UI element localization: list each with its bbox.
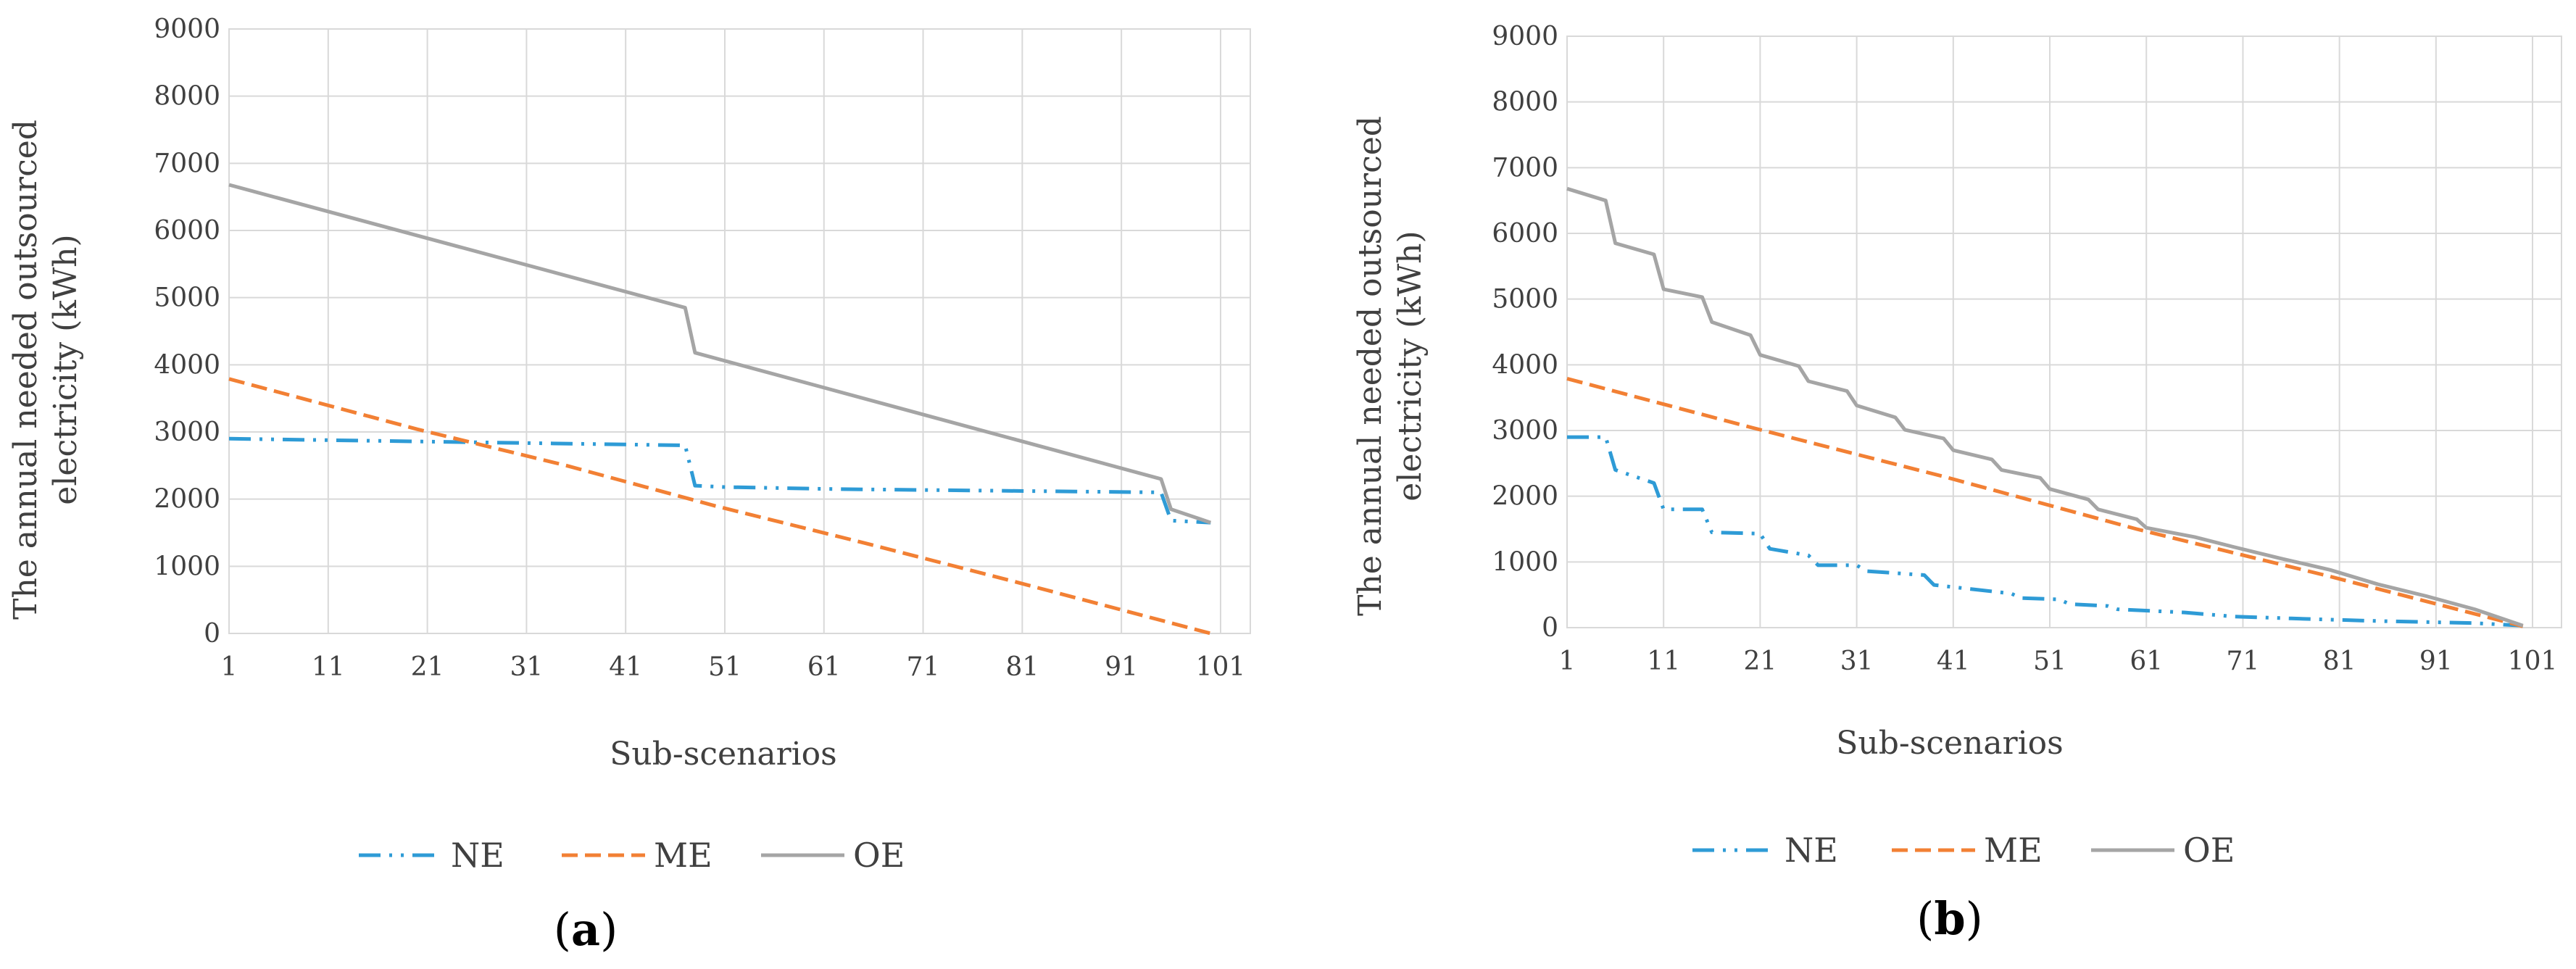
panel-a-y-tick-label: 7000 [154,149,220,178]
panel-a-x-tick-label: 41 [609,652,642,682]
panel-b-x-tick-label: 1 [1559,646,1576,676]
panel-b-x-tick-label: 81 [2323,646,2356,676]
panel-b-grid [1566,36,2562,628]
panel-b-legend: NE ME OE [1692,831,2235,870]
panel-b-x-tick-label: 101 [2508,646,2558,676]
panel-b-x-tick-label: 61 [2130,646,2163,676]
panel-a-label: (a) [554,903,618,956]
panel-b-y-axis-title-line1: The annual needed outsourced [1352,116,1389,616]
panel-a-x-axis-title: Sub-scenarios [610,736,837,773]
panel-b-legend-label-oe: OE [2183,831,2235,870]
panel-a-x-tick-label: 21 [411,652,444,682]
panel-b-y-tick-label: 3000 [1492,416,1558,446]
panel-a-y-tick-label: 6000 [154,216,220,246]
panel-a-series-me-line [228,377,1211,636]
panel-b-x-tick-label: 71 [2227,646,2260,676]
panel-a-series-oe-line [228,183,1212,525]
panel-b-series-oe-line [1566,186,2524,628]
panel-b-legend-label-ne: NE [1784,831,1838,870]
panel-a-y-tick-label: 8000 [154,82,220,112]
panel-b-y-tick-label: 2000 [1492,482,1558,512]
panel-b-y-axis-title-line2: electricity (kWh) [1392,230,1429,501]
panel-a-x-tick-label: 101 [1196,652,1246,682]
panel-a-x-tick-label: 51 [708,652,741,682]
panel-a-x-tick-label: 61 [807,652,841,682]
panel-b-x-tick-label: 21 [1744,646,1777,676]
panel-a-y-tick-label: 0 [204,619,220,649]
panel-b-y-tick-label: 8000 [1492,88,1558,117]
panel-b-x-tick-label: 41 [1937,646,1970,676]
panel-b-x-tick-label: 11 [1647,646,1680,676]
panel-a-y-tick-label: 2000 [154,485,220,515]
panel-b-y-tick-label: 9000 [1492,22,1558,51]
panel-a-legend: NE ME OE [359,836,905,875]
panel-b-y-tick-label: 5000 [1492,285,1558,315]
panel-b-y-tick-label: 6000 [1492,219,1558,249]
panel-a-series [228,183,1212,636]
panel-a-legend-label-ne: NE [451,836,504,875]
panel-a-x-tick-label: 31 [510,652,543,682]
panel-a-x-tick-label: 11 [312,652,345,682]
panel-a-x-tick-label: 1 [221,652,238,682]
panel-b-series-ne-line [1567,435,2523,628]
panel-b-x-tick-label: 51 [2033,646,2066,676]
panel-b-legend-label-me: ME [1984,831,2043,870]
panel-a-legend-label-me: ME [654,836,712,875]
panel-a-legend-label-oe: OE [853,836,905,875]
panel-a-y-tick-label: 9000 [154,14,220,44]
panel-b-x-tick-label: 91 [2419,646,2453,676]
panel-b-y-tick-label: 1000 [1492,547,1558,577]
panel-a-y-tick-label: 1000 [154,552,220,581]
panel-b-series [1566,186,2524,628]
panel-b-series-me-line [1566,376,2524,628]
panel-a-y-tick-label: 3000 [154,417,220,447]
panel-a-grid [228,28,1251,634]
panel-a-plot-border [228,28,1251,634]
panel-b-y-tick-label: 7000 [1492,153,1558,183]
panel-b-x-tick-label: 31 [1840,646,1874,676]
panel-a-x-tick-label: 71 [907,652,940,682]
panel-b-y-tick-label: 4000 [1492,350,1558,380]
panel-b-label: (b) [1916,892,1983,945]
panel-a-x-tick-label: 91 [1105,652,1138,682]
panel-b-x-axis-title: Sub-scenarios [1836,725,2064,762]
panel-a-x-tick-label: 81 [1005,652,1039,682]
panel-a-y-axis-title-line2: electricity (kWh) [47,234,84,504]
panel-b-y-tick-label: 0 [1542,613,1558,643]
panel-a-y-axis-title-line1: The annual needed outsourced [7,120,44,620]
panel-a-y-tick-label: 4000 [154,350,220,380]
panel-b-plot-border [1566,36,2562,628]
panel-a-y-tick-label: 5000 [154,283,220,313]
